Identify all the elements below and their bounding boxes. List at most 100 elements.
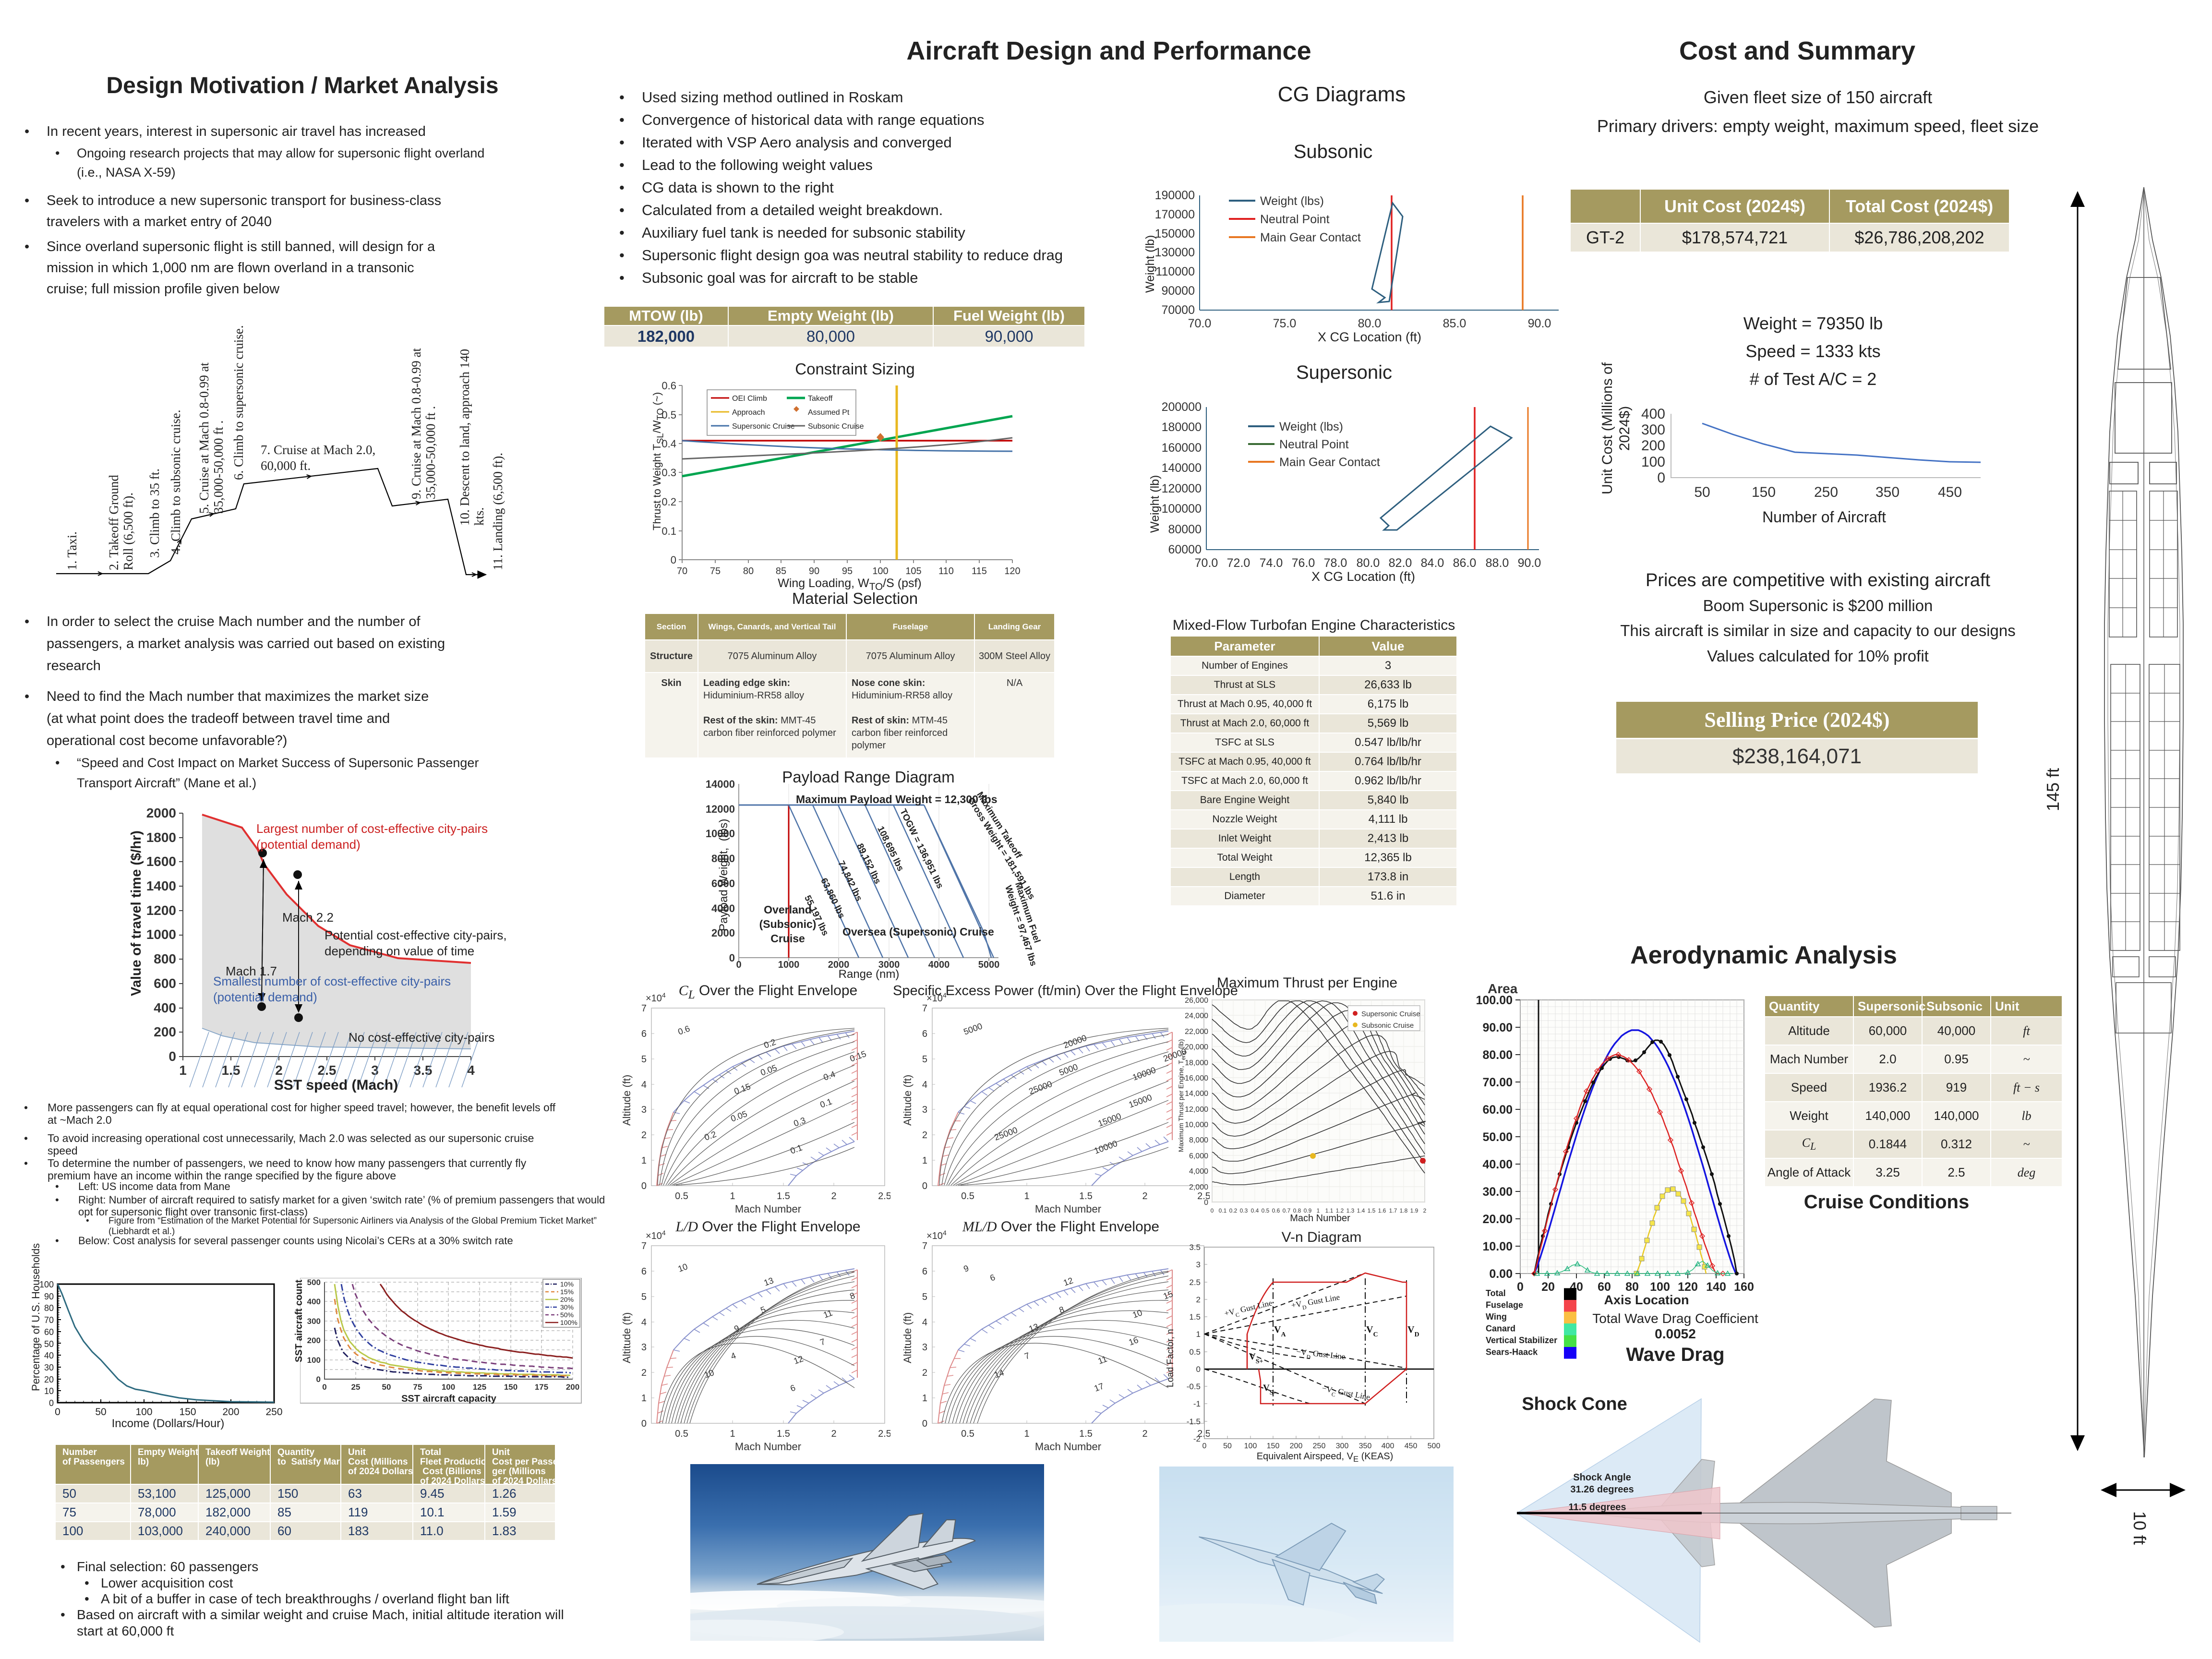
- svg-text:Altitude (ft): Altitude (ft): [902, 1312, 914, 1363]
- svg-text:5000: 5000: [962, 1021, 984, 1036]
- svg-text:VS-: VS-: [1263, 1383, 1276, 1396]
- svg-text:10: 10: [1131, 1308, 1144, 1320]
- svg-text:0: 0: [322, 1382, 326, 1392]
- svg-text:50%: 50%: [560, 1311, 574, 1319]
- svg-text:150: 150: [504, 1382, 517, 1392]
- svg-text:Altitude (ft): Altitude (ft): [622, 1312, 633, 1363]
- svg-text:5: 5: [922, 1292, 927, 1302]
- svg-text:20: 20: [1541, 1280, 1555, 1294]
- svg-text:180000: 180000: [1162, 421, 1202, 434]
- svg-text:450: 450: [1938, 484, 1962, 500]
- svg-text:100: 100: [307, 1356, 321, 1365]
- svg-text:100: 100: [872, 566, 888, 577]
- svg-text:2: 2: [922, 1368, 927, 1378]
- svg-text:7: 7: [641, 1241, 647, 1251]
- svg-text:10%: 10%: [560, 1280, 574, 1288]
- svg-text:14000: 14000: [706, 778, 735, 790]
- svg-text:Vertical Stabilizer: Vertical Stabilizer: [1486, 1335, 1557, 1345]
- svg-text:250: 250: [1313, 1442, 1326, 1450]
- svg-text:1.3: 1.3: [1346, 1207, 1355, 1214]
- svg-text:0.4: 0.4: [661, 438, 676, 450]
- svg-text:250: 250: [1814, 484, 1838, 500]
- svg-text:25000: 25000: [1028, 1079, 1054, 1096]
- svg-text:2: 2: [831, 1429, 836, 1439]
- svg-text:170000: 170000: [1155, 208, 1195, 221]
- svg-text:VC: VC: [1366, 1324, 1378, 1338]
- svg-text:13: 13: [763, 1275, 775, 1288]
- svg-text:140: 140: [1706, 1280, 1726, 1294]
- svg-text:5000: 5000: [978, 960, 1000, 970]
- svg-text:2: 2: [641, 1130, 647, 1141]
- svg-text:2: 2: [922, 1130, 927, 1141]
- svg-text:0.6: 0.6: [1272, 1207, 1280, 1214]
- svg-text:Wing: Wing: [1486, 1312, 1507, 1322]
- svg-text:1600: 1600: [146, 854, 176, 869]
- svg-text:80.0: 80.0: [1357, 556, 1380, 570]
- svg-text:100: 100: [135, 1407, 152, 1418]
- svg-text:90.0: 90.0: [1518, 556, 1541, 570]
- svg-text:1.5: 1.5: [777, 1429, 790, 1439]
- svg-text:0.7: 0.7: [1283, 1207, 1291, 1214]
- svg-text:2000: 2000: [828, 960, 850, 970]
- svg-text:8: 8: [849, 1291, 856, 1301]
- svg-text:12,000: 12,000: [1185, 1106, 1208, 1114]
- svg-text:9: 9: [962, 1263, 970, 1274]
- svg-text:90000: 90000: [1161, 284, 1195, 298]
- svg-text:1: 1: [730, 1429, 735, 1439]
- svg-text:0.3: 0.3: [793, 1115, 807, 1128]
- svg-text:300: 300: [307, 1317, 321, 1326]
- svg-text:0.5: 0.5: [961, 1191, 974, 1202]
- svg-text:100: 100: [442, 1382, 455, 1392]
- svg-text:0: 0: [316, 1375, 321, 1384]
- svg-text:30%: 30%: [560, 1303, 574, 1311]
- svg-text:Neutral Point: Neutral Point: [1279, 438, 1349, 451]
- svg-text:140000: 140000: [1162, 461, 1202, 475]
- svg-text:1.4: 1.4: [1357, 1207, 1365, 1214]
- svg-text:190000: 190000: [1155, 189, 1195, 202]
- svg-text:1.5: 1.5: [1079, 1429, 1093, 1439]
- svg-text:2: 2: [1196, 1295, 1201, 1304]
- svg-text:90.0: 90.0: [1528, 317, 1551, 330]
- svg-text:84.0: 84.0: [1421, 556, 1444, 570]
- svg-text:15000: 15000: [1128, 1093, 1154, 1110]
- svg-text:7: 7: [922, 1241, 927, 1251]
- svg-text:400: 400: [1641, 406, 1665, 422]
- svg-text:0.5: 0.5: [961, 1429, 974, 1439]
- svg-text:0: 0: [1204, 1199, 1208, 1207]
- svg-text:6: 6: [922, 1266, 927, 1277]
- svg-text:1400: 1400: [146, 878, 176, 893]
- svg-text:1200: 1200: [146, 903, 176, 918]
- svg-text:90.00: 90.00: [1482, 1021, 1513, 1034]
- svg-text:0: 0: [641, 1419, 647, 1429]
- svg-text:Mach Number: Mach Number: [1035, 1441, 1101, 1452]
- svg-text:200: 200: [154, 1024, 176, 1039]
- svg-text:10: 10: [44, 1386, 54, 1396]
- svg-text:4: 4: [922, 1080, 927, 1090]
- svg-text:100: 100: [39, 1280, 54, 1289]
- svg-text:80.00: 80.00: [1482, 1048, 1513, 1062]
- svg-text:17: 17: [1093, 1381, 1106, 1394]
- svg-text:95: 95: [842, 566, 853, 577]
- svg-text:200: 200: [566, 1382, 579, 1392]
- svg-text:0: 0: [1202, 1442, 1207, 1450]
- svg-text:×104: ×104: [926, 991, 947, 1004]
- svg-text:6: 6: [641, 1029, 647, 1039]
- svg-text:0.2: 0.2: [661, 496, 676, 508]
- svg-text:0.3: 0.3: [1240, 1207, 1248, 1214]
- svg-text:Altitude (ft): Altitude (ft): [622, 1075, 633, 1126]
- svg-text:3000: 3000: [878, 960, 900, 970]
- svg-text:6: 6: [789, 1383, 797, 1394]
- svg-text:0.2: 0.2: [763, 1037, 777, 1050]
- svg-text:500: 500: [1428, 1442, 1441, 1450]
- svg-text:11: 11: [1097, 1354, 1108, 1366]
- svg-text:300: 300: [1641, 422, 1665, 438]
- svg-text:0.2: 0.2: [1229, 1207, 1238, 1214]
- svg-text:4: 4: [467, 1063, 475, 1078]
- svg-text:3: 3: [641, 1342, 647, 1353]
- svg-text:0: 0: [1211, 1207, 1214, 1214]
- svg-text:115: 115: [972, 566, 987, 577]
- svg-text:20%: 20%: [560, 1296, 574, 1303]
- svg-text:0.3: 0.3: [661, 467, 676, 479]
- svg-text:4,000: 4,000: [1189, 1167, 1208, 1176]
- svg-text:200: 200: [1641, 438, 1665, 454]
